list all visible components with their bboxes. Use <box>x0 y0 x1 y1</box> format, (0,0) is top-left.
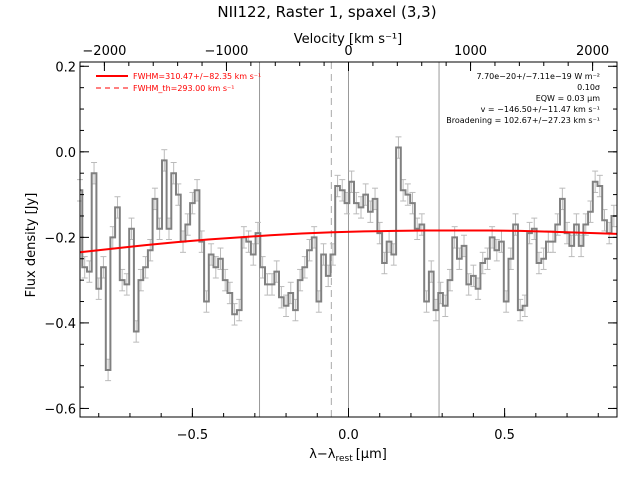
y-tick-label-0: 0.2 <box>55 60 76 75</box>
annotation-broadening: Broadening = 102.67+/−27.23 km s⁻¹ <box>446 116 600 125</box>
top-tick-label-0: −2000 <box>82 44 126 59</box>
legend-label-fwhm: FWHM=310.47+/−82.35 km s⁻¹ <box>133 72 261 81</box>
x-tick-label-1: 0.0 <box>338 428 359 443</box>
chart-title: NII122, Raster 1, spaxel (3,3) <box>217 3 436 21</box>
top-tick-label-3: 1000 <box>454 44 487 59</box>
y-tick-label-1: 0.0 <box>55 146 76 161</box>
y-axis-label: Flux density [Jy] <box>24 193 39 298</box>
top-tick-label-2: 0 <box>344 44 352 59</box>
annotation-flux: 7.70e−20+/−7.11e−19 W m⁻² <box>476 72 600 81</box>
x-axis-label: λ−λrest [μm] <box>309 447 387 464</box>
annotation-velocity: v = −146.50+/−11.47 km s⁻¹ <box>481 105 600 114</box>
x-axis-label-sub: rest <box>335 454 353 464</box>
legend-label-fwhm-th: FWHM_th=293.00 km s⁻¹ <box>133 84 234 93</box>
spectrum-step-line <box>80 146 617 371</box>
axis-ticks: −0.5 0.0 0.5 0.2 0.0 −0.2 −0.4 −0.6 −2000 −1000 0 1… <box>44 44 618 443</box>
reference-lines <box>259 62 440 417</box>
top-tick-label-1: −1000 <box>204 44 248 59</box>
top-axis-label: Velocity [km s⁻¹] <box>294 32 402 47</box>
y-tick-label-2: −0.2 <box>44 231 76 246</box>
y-tick-label-4: −0.6 <box>44 402 76 417</box>
x-tick-label-2: 0.5 <box>494 428 515 443</box>
x-axis-label-unit: [μm] <box>356 447 387 462</box>
x-axis-label-main: λ−λ <box>309 447 336 462</box>
top-tick-label-4: 2000 <box>576 44 609 59</box>
x-tick-label-0: −0.5 <box>177 428 209 443</box>
gaussian-fit-line <box>79 229 618 254</box>
annotation-eqw: EQW = 0.03 μm <box>536 94 600 103</box>
y-tick-label-3: −0.4 <box>44 317 76 332</box>
annotation-sigma: 0.10σ <box>577 83 600 92</box>
